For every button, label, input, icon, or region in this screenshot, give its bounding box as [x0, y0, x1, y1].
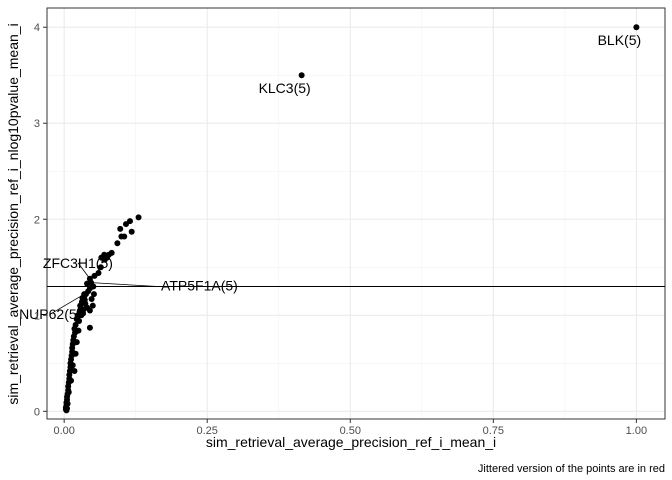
data-point	[88, 295, 95, 302]
point-label: KLC3(5)	[259, 80, 311, 96]
data-point	[78, 312, 85, 319]
data-point	[77, 302, 84, 309]
data-point	[68, 377, 75, 384]
label-leader-line	[77, 262, 91, 280]
y-axis-ticks: 0 1 2 3 4	[34, 22, 47, 418]
point-label: BLK(5)	[598, 32, 642, 48]
data-point	[128, 228, 135, 235]
label-leader-line	[49, 293, 85, 315]
x-tick-label: 0.00	[53, 425, 74, 437]
x-axis-title: sim_retrieval_average_precision_ref_i_me…	[206, 434, 496, 450]
data-point	[91, 272, 98, 279]
data-point	[76, 318, 83, 325]
y-tick-label: 2	[34, 214, 40, 226]
data-point	[97, 264, 104, 271]
data-point	[633, 24, 640, 31]
data-point	[82, 300, 89, 307]
data-point	[71, 367, 78, 374]
data-point	[105, 251, 112, 258]
data-point	[90, 291, 97, 298]
data-point	[117, 225, 124, 232]
data-point	[89, 302, 96, 309]
data-point	[86, 324, 93, 331]
point-label: NUP62(5)	[19, 306, 81, 322]
data-point	[122, 221, 129, 228]
label-leader-line	[91, 282, 161, 288]
data-point	[135, 214, 142, 221]
data-point	[121, 233, 128, 240]
y-tick-label: 4	[34, 22, 40, 34]
data-points	[62, 24, 640, 414]
data-point	[298, 72, 305, 79]
data-point	[64, 400, 71, 407]
x-axis-ticks: 0.00 0.25 0.50 0.75 1.00	[53, 419, 647, 437]
x-tick-label: 1.00	[626, 425, 647, 437]
chart-caption: Jittered version of the points are in re…	[478, 463, 665, 475]
grid	[47, 8, 665, 419]
data-point	[64, 405, 71, 412]
data-point	[72, 350, 79, 357]
y-tick-label: 3	[34, 118, 40, 130]
x-tick-label: 0.50	[340, 425, 361, 437]
x-tick-label: 0.75	[483, 425, 504, 437]
point-label: ATP5F1A(5)	[161, 278, 238, 294]
data-point	[65, 389, 72, 396]
y-tick-label: 1	[34, 310, 40, 322]
data-point	[114, 240, 121, 247]
data-point	[73, 339, 80, 346]
plot-panel-border	[46, 7, 666, 420]
y-axis-title: sim_retrieval_average_precision_ref_i_nl…	[5, 23, 21, 404]
point-labels: BLK(5) KLC3(5) ZFC3H1(5) ATP5F1A(5) NUP62(5)	[19, 32, 641, 322]
data-point	[75, 327, 82, 334]
y-tick-label: 0	[34, 406, 40, 418]
point-label: ZFC3H1(5)	[43, 255, 113, 271]
data-point	[69, 362, 76, 369]
data-point	[80, 306, 87, 313]
x-tick-label: 0.25	[197, 425, 218, 437]
data-point	[98, 254, 105, 261]
